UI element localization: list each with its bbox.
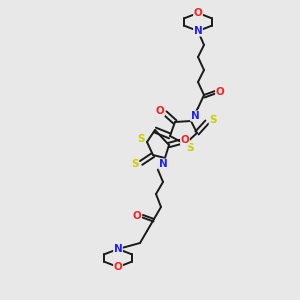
Text: N: N bbox=[159, 159, 167, 169]
Text: O: O bbox=[181, 135, 189, 145]
Text: N: N bbox=[190, 111, 200, 121]
Text: S: S bbox=[131, 159, 139, 169]
Text: O: O bbox=[133, 211, 141, 221]
Text: S: S bbox=[186, 143, 194, 153]
Text: O: O bbox=[156, 106, 164, 116]
Text: N: N bbox=[114, 244, 122, 254]
Text: N: N bbox=[194, 26, 202, 36]
Text: S: S bbox=[137, 134, 145, 144]
Text: S: S bbox=[209, 115, 217, 125]
Text: O: O bbox=[216, 87, 224, 97]
Text: O: O bbox=[194, 8, 202, 18]
Text: O: O bbox=[114, 262, 122, 272]
